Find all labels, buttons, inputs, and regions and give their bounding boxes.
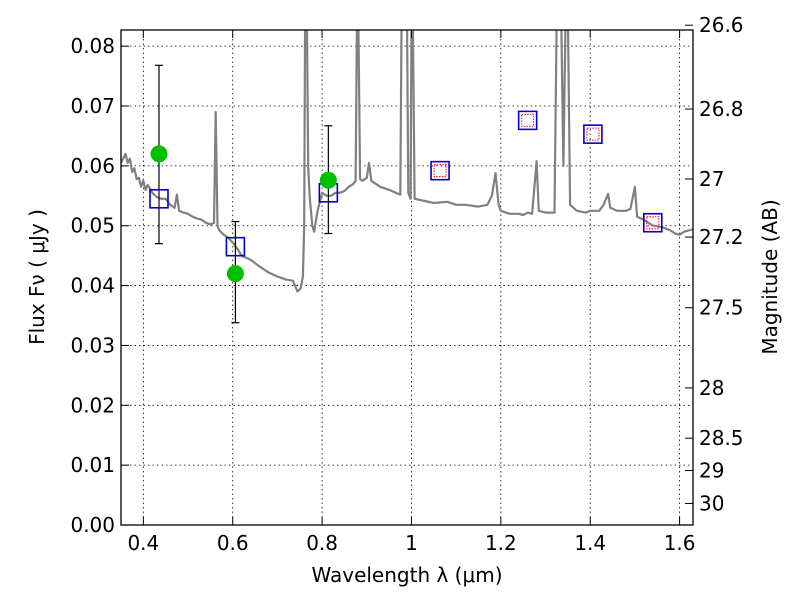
right-tick-label: 28.5 <box>699 426 744 450</box>
x-tick-label: 0.8 <box>306 531 338 555</box>
y-tick-label: 0.03 <box>70 333 115 357</box>
model-band-square <box>225 236 246 257</box>
plot-frame <box>120 29 694 526</box>
y-tick-label: 0.01 <box>70 453 115 477</box>
right-tick-label: 30 <box>699 491 724 515</box>
right-tick-label: 27 <box>699 167 724 191</box>
x-tick-label: 1.6 <box>664 531 696 555</box>
y-tick-label: 0.06 <box>70 154 115 178</box>
y-tick-label: 0.02 <box>70 393 115 417</box>
y-axis-title-left: Flux Fν ( μJy ) <box>25 209 49 345</box>
model-spectrum-line <box>121 30 693 293</box>
right-tick-label: 26.8 <box>699 97 744 121</box>
x-axis-title: Wavelength λ (μm) <box>311 563 502 587</box>
model-band-inner-square <box>646 216 660 230</box>
observed-point <box>150 145 168 163</box>
y-tick-label: 0.05 <box>70 214 115 238</box>
model-band-square <box>430 160 450 181</box>
model-band-square <box>583 124 603 144</box>
right-tick-label: 27.5 <box>699 296 744 320</box>
model-band-inner-square <box>586 127 600 141</box>
y-tick-label: 0.00 <box>70 513 115 537</box>
right-tick-label: 27.2 <box>699 225 744 249</box>
observed-point <box>226 265 244 283</box>
plot-area <box>121 30 693 324</box>
right-tick-label: 28 <box>699 376 724 400</box>
model-band-inner-square <box>521 113 535 127</box>
x-tick-label: 0.6 <box>217 531 249 555</box>
model-band-square <box>517 110 538 131</box>
x-tick-label: 1.4 <box>574 531 606 555</box>
model-band-inner-square <box>433 164 447 178</box>
model-band-square <box>149 188 169 209</box>
y-tick-label: 0.08 <box>70 34 115 58</box>
y-axis-title-right: Magnitude (AB) <box>758 199 782 354</box>
x-tick-label: 1 <box>405 531 418 555</box>
y-tick-label: 0.04 <box>70 274 115 298</box>
x-tick-label: 0.4 <box>127 531 159 555</box>
axis-ticks: 0.4 0.6 0.8 1 1.2 1.4 1.6 0.00 0.01 0.02 0.03 0.04 0… <box>70 13 743 555</box>
x-tick-label: 1.2 <box>485 531 517 555</box>
model-band-square <box>642 212 663 233</box>
observed-point <box>319 171 337 189</box>
right-tick-label: 26.6 <box>699 13 744 37</box>
right-tick-label: 29 <box>699 459 724 483</box>
y-tick-label: 0.07 <box>70 94 115 118</box>
